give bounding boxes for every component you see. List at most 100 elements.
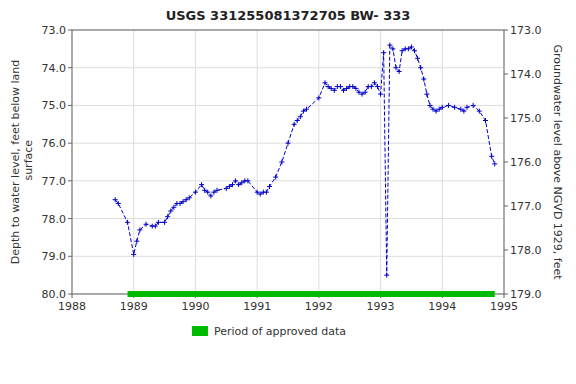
marker xyxy=(446,103,451,108)
x-tick-label: 1989 xyxy=(120,300,148,313)
y-grid-line xyxy=(72,256,504,257)
marker xyxy=(125,220,130,225)
marker xyxy=(295,118,300,123)
marker xyxy=(464,105,469,110)
marker xyxy=(418,65,423,70)
y-tick xyxy=(68,30,72,31)
marker xyxy=(267,184,272,189)
y2-tick-label: 173.0 xyxy=(510,24,542,37)
marker xyxy=(193,190,198,195)
y-tick-label: 80.0 xyxy=(42,288,67,301)
y2-tick-label: 175.0 xyxy=(510,112,542,125)
marker xyxy=(412,48,417,53)
y2-tick-label: 177.0 xyxy=(510,200,542,213)
x-tick-label: 1994 xyxy=(428,300,456,313)
x-tick xyxy=(504,294,505,298)
x-grid-line xyxy=(257,30,258,294)
marker xyxy=(171,205,176,210)
marker xyxy=(273,175,278,180)
marker xyxy=(187,195,192,200)
marker xyxy=(233,178,238,183)
y2-tick xyxy=(504,162,508,163)
x-grid-line xyxy=(442,30,443,294)
y2-tick xyxy=(504,250,508,251)
y-tick-label: 75.0 xyxy=(42,99,67,112)
axes: 1988198919901991199219931994199573.074.0… xyxy=(42,24,542,313)
marker xyxy=(394,65,399,70)
marker xyxy=(279,160,284,165)
y-axis-label-line: surface xyxy=(22,140,35,184)
y-tick-label: 78.0 xyxy=(42,213,67,226)
x-tick-label: 1992 xyxy=(305,300,333,313)
y-tick-label: 74.0 xyxy=(42,62,67,75)
legend: Period of approved data xyxy=(192,325,346,338)
marker xyxy=(415,56,420,61)
grid xyxy=(72,30,504,294)
marker xyxy=(323,80,328,85)
marker xyxy=(338,84,343,89)
marker xyxy=(378,92,383,97)
marker xyxy=(116,201,121,206)
marker xyxy=(316,95,321,100)
y2-tick-label: 174.0 xyxy=(510,68,542,81)
marker xyxy=(165,214,170,219)
x-tick-label: 1995 xyxy=(490,300,518,313)
plot-area xyxy=(113,43,498,278)
x-grid-line xyxy=(318,30,319,294)
marker xyxy=(489,154,494,159)
marker xyxy=(440,105,445,110)
y-tick xyxy=(68,105,72,106)
y2-tick xyxy=(504,74,508,75)
overlay xyxy=(128,294,495,295)
marker xyxy=(397,69,402,74)
x-tick-label: 1990 xyxy=(181,300,209,313)
chart: 1988198919901991199219931994199573.074.0… xyxy=(0,0,576,384)
approved-period-bar xyxy=(128,291,495,297)
y-grid-line xyxy=(72,218,504,219)
x-tick-label: 1991 xyxy=(243,300,271,313)
y2-tick xyxy=(504,294,508,295)
y-grid-line xyxy=(72,294,504,295)
y-tick xyxy=(68,218,72,219)
y2-tick xyxy=(504,206,508,207)
y-grid-line xyxy=(72,180,504,181)
marker xyxy=(369,84,374,89)
marker xyxy=(424,92,429,97)
marker xyxy=(205,190,210,195)
marker xyxy=(492,161,497,166)
marker xyxy=(113,197,118,202)
marker xyxy=(384,273,389,278)
marker xyxy=(298,114,303,119)
marker xyxy=(208,193,213,198)
marker xyxy=(332,88,337,93)
marker xyxy=(304,107,309,112)
marker xyxy=(230,182,235,187)
y-tick-label: 76.0 xyxy=(42,137,67,150)
y-axis-label: Depth to water level, feet below land su… xyxy=(9,60,35,265)
marker xyxy=(156,220,161,225)
marker xyxy=(168,209,173,214)
marker xyxy=(353,86,358,91)
y-tick xyxy=(68,143,72,144)
marker xyxy=(134,239,139,244)
marker xyxy=(483,118,488,123)
plot-frame xyxy=(72,30,504,294)
y-tick-label: 79.0 xyxy=(42,250,67,263)
marker xyxy=(245,178,250,183)
y-axis-label-line: Depth to water level, feet below land xyxy=(9,60,22,265)
y-tick xyxy=(68,180,72,181)
marker xyxy=(131,252,136,257)
marker xyxy=(286,141,291,146)
series-line xyxy=(115,45,495,275)
marker xyxy=(477,109,482,114)
marker xyxy=(387,43,392,48)
y2-tick-label: 176.0 xyxy=(510,156,542,169)
y-tick-label: 73.0 xyxy=(42,24,67,37)
marker xyxy=(199,182,204,187)
x-grid-line xyxy=(195,30,196,294)
y-grid-line xyxy=(72,105,504,106)
y-tick xyxy=(68,67,72,68)
legend-swatch xyxy=(192,326,208,336)
marker xyxy=(144,222,149,227)
marker xyxy=(372,80,377,85)
